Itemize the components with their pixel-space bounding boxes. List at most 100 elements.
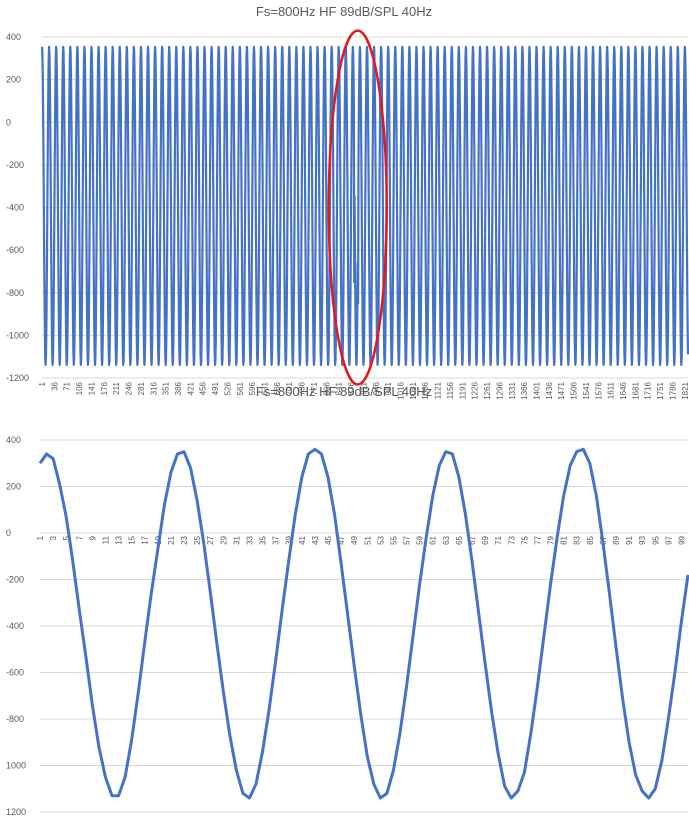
x-tick-label: 1331 xyxy=(508,381,517,399)
y-tick-label: 400 xyxy=(6,435,21,445)
y-tick-label: 1000 xyxy=(6,761,26,771)
x-tick-label: 1121 xyxy=(434,381,443,399)
x-tick-label: 93 xyxy=(638,535,647,544)
x-tick-label: 43 xyxy=(311,535,320,544)
x-tick-label: 75 xyxy=(520,535,529,544)
x-tick-label: 1 xyxy=(36,535,45,540)
x-tick-label: 25 xyxy=(193,535,202,544)
x-tick-label: 31 xyxy=(232,535,241,544)
x-tick-label: 456 xyxy=(199,381,208,395)
x-tick-label: 71 xyxy=(63,381,72,390)
x-tick-label: 1 xyxy=(38,381,47,386)
chart-2-title: Fs=800Hz HF 89dB/SPL 40Hz xyxy=(256,384,432,399)
x-tick-label: 63 xyxy=(442,535,451,544)
y-tick-label: -800 xyxy=(6,288,24,298)
x-tick-label: 99 xyxy=(677,535,686,544)
chart-1-series-line xyxy=(42,47,688,365)
x-tick-label: 1471 xyxy=(557,381,566,399)
y-tick-label: -400 xyxy=(6,621,24,631)
x-tick-label: 1821 xyxy=(681,381,689,399)
y-tick-label: 0 xyxy=(6,528,11,538)
y-tick-label: 200 xyxy=(6,482,21,492)
y-tick-label: -1200 xyxy=(6,373,29,383)
x-tick-label: 1366 xyxy=(520,381,529,399)
x-tick-label: 55 xyxy=(389,535,398,544)
x-tick-label: 57 xyxy=(403,535,412,544)
x-tick-label: 21 xyxy=(167,535,176,544)
x-tick-label: 65 xyxy=(455,535,464,544)
x-tick-label: 7 xyxy=(75,535,84,540)
y-tick-label: -1000 xyxy=(6,330,29,340)
x-tick-label: 526 xyxy=(223,381,232,395)
x-tick-label: 1296 xyxy=(495,381,504,399)
x-tick-label: 141 xyxy=(87,381,96,395)
x-tick-label: 89 xyxy=(612,535,621,544)
x-tick-label: 37 xyxy=(272,535,281,544)
x-tick-label: 77 xyxy=(533,535,542,544)
x-tick-label: 27 xyxy=(206,535,215,544)
x-tick-label: 49 xyxy=(350,535,359,544)
x-tick-label: 106 xyxy=(75,381,84,395)
x-tick-label: 1156 xyxy=(446,381,455,399)
x-tick-label: 3 xyxy=(49,535,58,540)
y-tick-label: 0 xyxy=(6,117,11,127)
x-tick-label: 281 xyxy=(137,381,146,395)
x-tick-label: 53 xyxy=(376,535,385,544)
x-tick-label: 69 xyxy=(481,535,490,544)
x-tick-label: 351 xyxy=(162,381,171,395)
x-tick-label: 246 xyxy=(125,381,134,395)
chart-2-gridlines xyxy=(40,440,688,812)
x-tick-label: 11 xyxy=(101,535,110,544)
x-tick-label: 1681 xyxy=(631,381,640,399)
x-tick-label: 51 xyxy=(363,535,372,544)
x-tick-label: 1751 xyxy=(656,381,665,399)
x-tick-label: 1646 xyxy=(619,381,628,399)
x-tick-label: 91 xyxy=(625,535,634,544)
x-tick-label: 45 xyxy=(324,535,333,544)
x-tick-label: 421 xyxy=(186,381,195,395)
chart-2-series-line xyxy=(40,449,688,798)
x-tick-label: 9 xyxy=(88,535,97,540)
x-tick-label: 73 xyxy=(507,535,516,544)
x-tick-label: 561 xyxy=(236,381,245,395)
y-tick-label: 200 xyxy=(6,75,21,85)
x-tick-label: 316 xyxy=(149,381,158,395)
x-tick-label: 386 xyxy=(174,381,183,395)
x-tick-label: 491 xyxy=(211,381,220,395)
x-tick-label: 1541 xyxy=(582,381,591,399)
x-tick-label: 97 xyxy=(664,535,673,544)
x-tick-label: 85 xyxy=(586,535,595,544)
x-tick-label: 1506 xyxy=(570,381,579,399)
chart-2: Fs=800Hz HF 89dB/SPL 40Hz 4002000-200-40… xyxy=(6,384,688,817)
y-tick-label: 1200 xyxy=(6,807,26,817)
x-tick-label: 23 xyxy=(180,535,189,544)
x-tick-label: 1261 xyxy=(483,381,492,399)
x-tick-label: 1716 xyxy=(644,381,653,399)
x-tick-label: 1576 xyxy=(594,381,603,399)
x-tick-label: 59 xyxy=(416,535,425,544)
x-tick-label: 1436 xyxy=(545,381,554,399)
chart-1-title: Fs=800Hz HF 89dB/SPL 40Hz xyxy=(256,4,432,19)
x-tick-label: 61 xyxy=(429,535,438,544)
x-tick-label: 1611 xyxy=(607,381,616,399)
y-tick-label: -600 xyxy=(6,668,24,678)
x-tick-label: 1401 xyxy=(532,381,541,399)
x-tick-label: 33 xyxy=(245,535,254,544)
x-tick-label: 95 xyxy=(651,535,660,544)
x-tick-label: 1191 xyxy=(458,381,467,399)
x-tick-label: 13 xyxy=(115,535,124,544)
chart-2-data-points xyxy=(40,449,688,798)
x-tick-label: 15 xyxy=(128,535,137,544)
y-tick-label: 400 xyxy=(6,32,21,42)
x-tick-label: 211 xyxy=(112,381,121,394)
x-tick-label: 83 xyxy=(573,535,582,544)
x-tick-label: 35 xyxy=(259,535,268,544)
x-tick-label: 81 xyxy=(560,535,569,544)
x-tick-label: 36 xyxy=(50,381,59,390)
x-tick-label: 17 xyxy=(141,535,150,544)
x-tick-label: 1786 xyxy=(668,381,677,399)
x-tick-label: 1226 xyxy=(471,381,480,399)
